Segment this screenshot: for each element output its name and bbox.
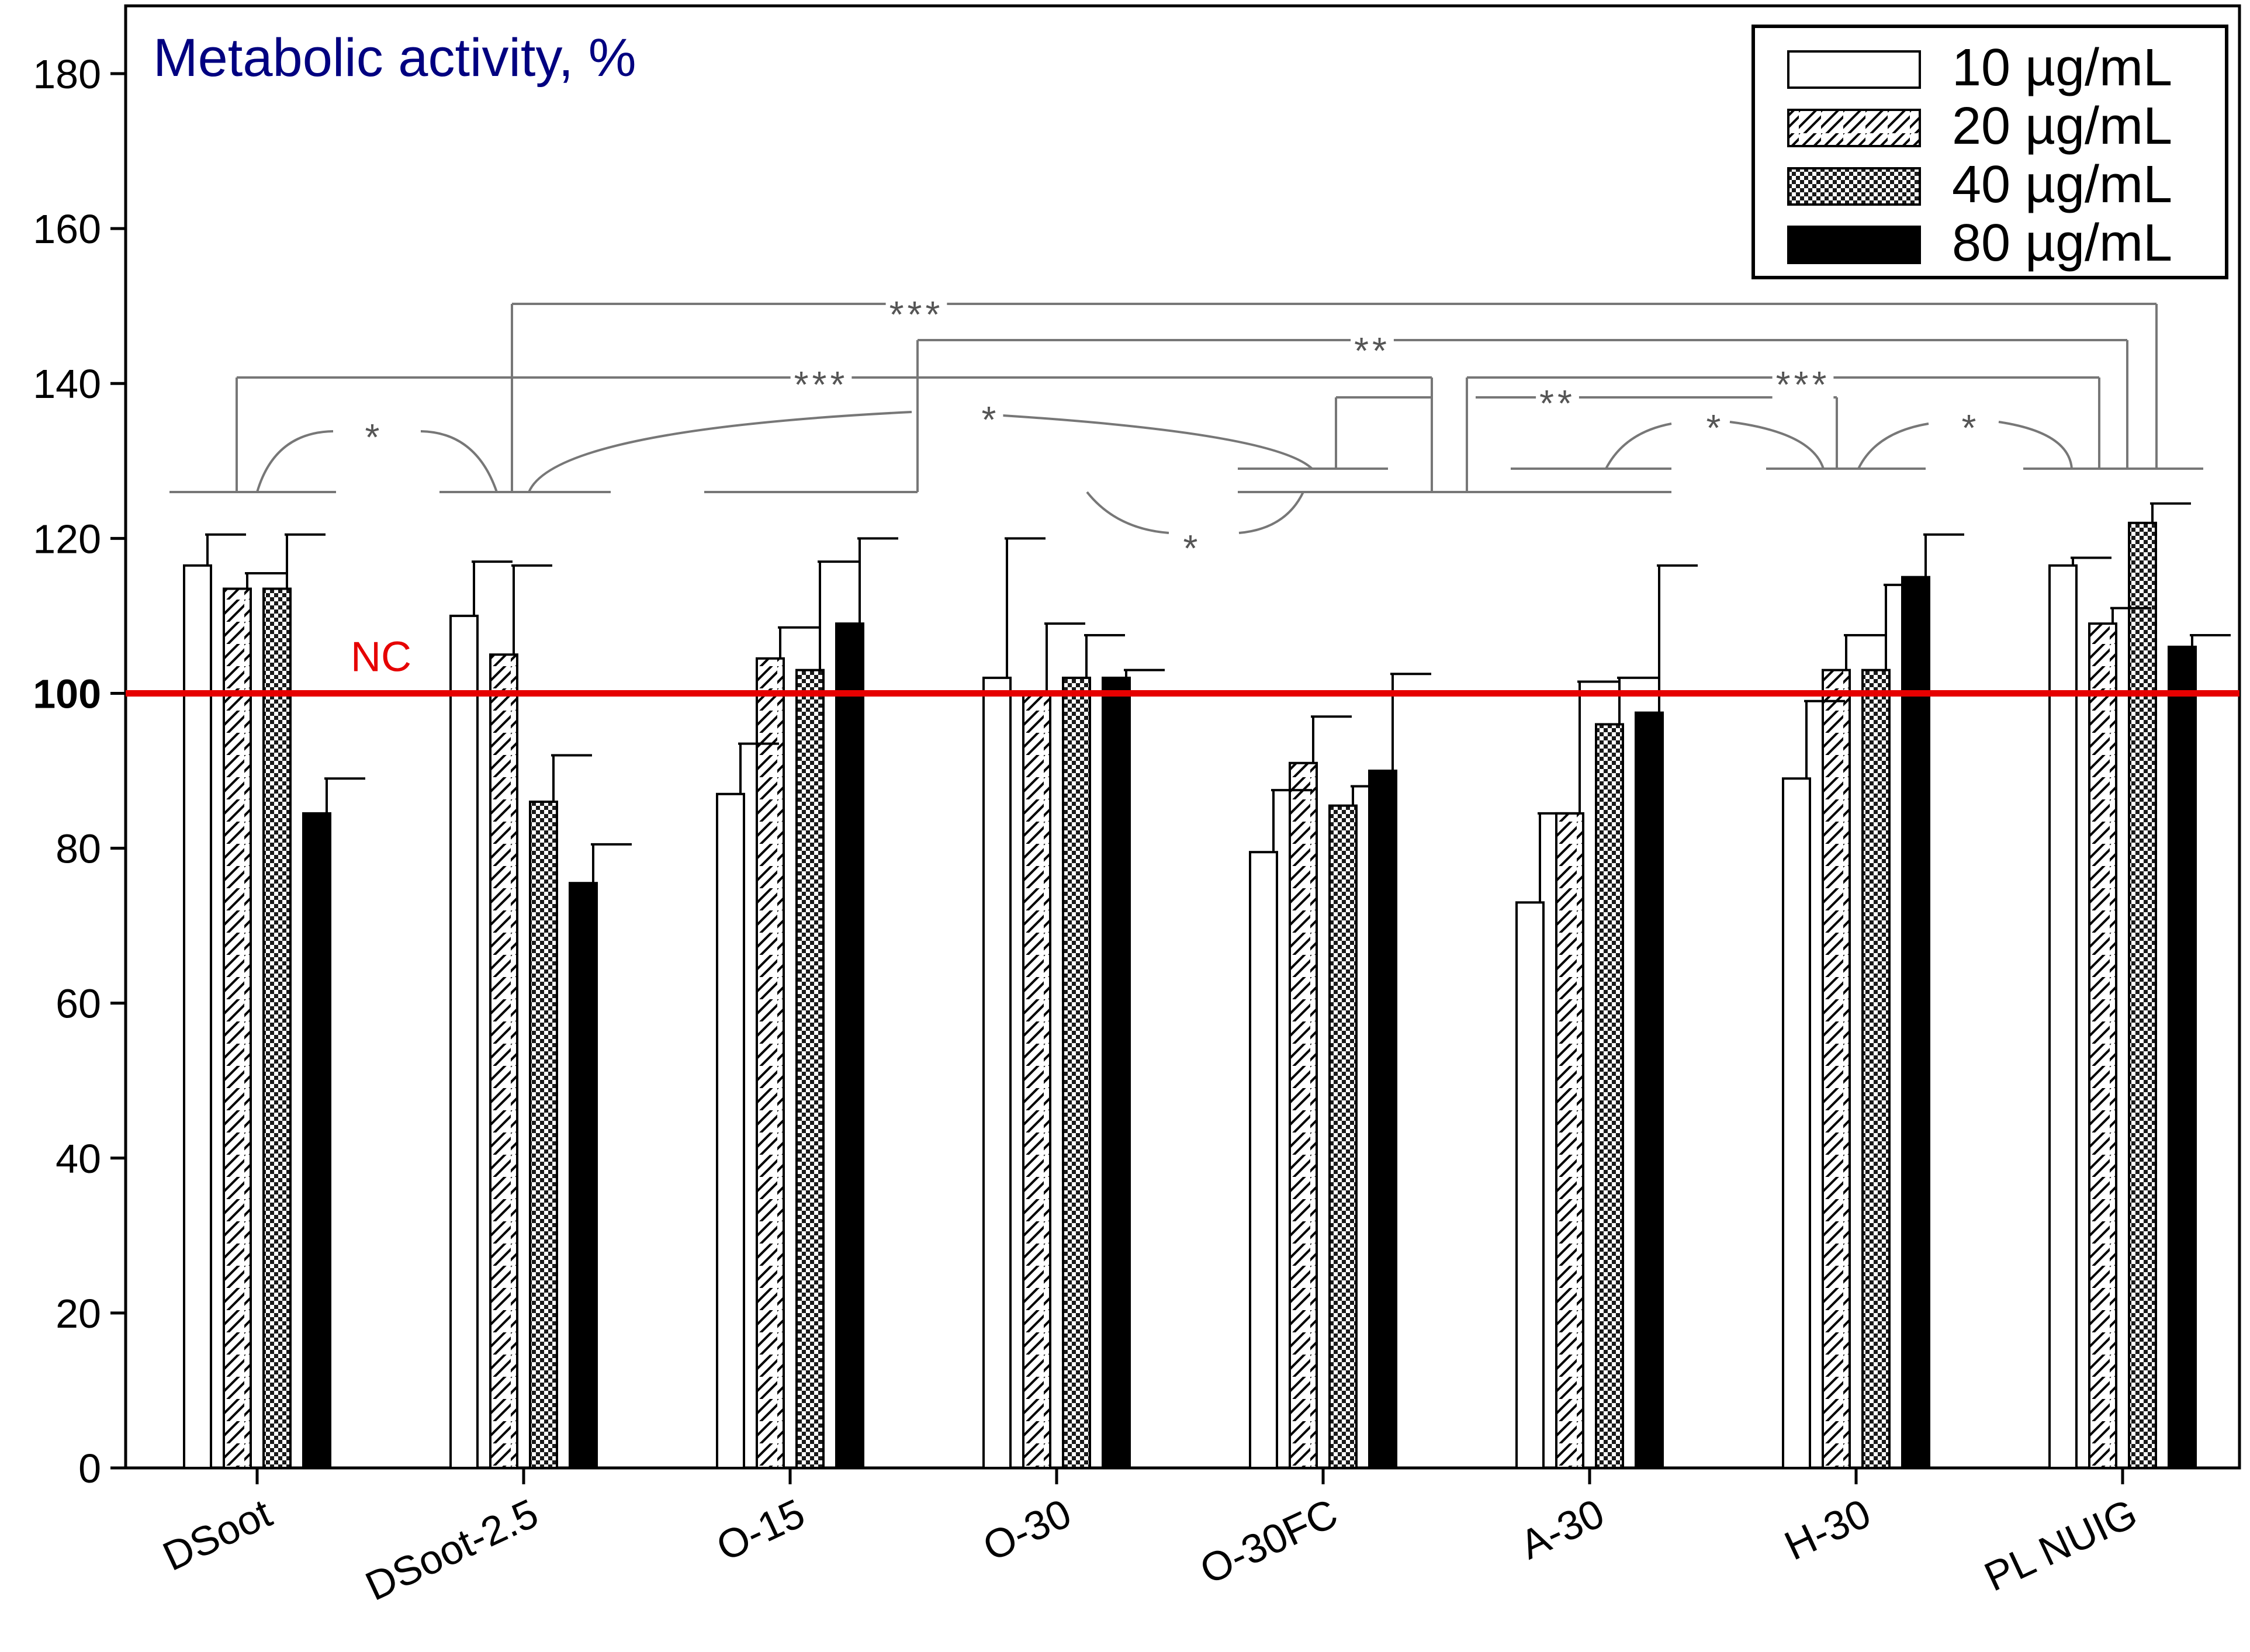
bar-open (449, 614, 479, 1469)
bar-checker (1328, 804, 1358, 1469)
legend-swatch-open (1787, 50, 1921, 89)
bar-checker (1595, 723, 1624, 1469)
bar-checker (1062, 676, 1091, 1469)
legend-label: 80 µg/mL (1952, 214, 2172, 272)
bar-checker (1861, 669, 1891, 1469)
bar-open (1782, 777, 1811, 1469)
significance-label-bg (978, 403, 1003, 438)
significance-arc (1605, 421, 1825, 469)
x-category-label: O-30 (976, 1490, 1078, 1570)
bar-open (982, 676, 1012, 1469)
x-category-label: PL NUIG (1978, 1490, 2144, 1600)
significance-label: * (1962, 407, 1980, 449)
significance-label-bg (885, 298, 947, 333)
chart-title: Metabolic activity, % (153, 28, 636, 88)
significance-label: *** (889, 293, 944, 335)
legend-swatch-solid (1787, 226, 1921, 264)
plot-frame (124, 4, 2241, 1470)
significance-arc (256, 430, 498, 493)
significance-label: * (1183, 527, 1202, 569)
y-tick-label: 160 (33, 206, 101, 252)
significance-arc (1086, 491, 1304, 534)
bar-checker (262, 587, 292, 1470)
bar-checker (529, 801, 558, 1469)
significance-label-bg (1351, 334, 1394, 369)
x-category-label: DSoot (156, 1490, 278, 1580)
bar-solid (1901, 576, 1930, 1469)
bar-open (183, 564, 212, 1469)
significance-label-bg (1179, 532, 1205, 567)
bar-solid (1635, 711, 1664, 1469)
bar-hatch (1289, 761, 1318, 1469)
significance-label-bg (1702, 411, 1728, 446)
bar-open (1249, 851, 1278, 1469)
bar-checker (2128, 521, 2157, 1469)
bar-solid (1368, 770, 1397, 1469)
legend-swatch-hatch (1787, 109, 1921, 147)
legend-label: 40 µg/mL (1952, 155, 2172, 214)
bar-solid (2168, 645, 2197, 1469)
y-tick-label: 100 (33, 671, 101, 716)
significance-arc (1857, 421, 2073, 469)
y-tick-label: 0 (78, 1446, 101, 1491)
bar-open (716, 792, 745, 1469)
nc-label: NC (351, 633, 411, 680)
bar-hatch (1022, 692, 1051, 1469)
x-category-label: DSoot-2.5 (359, 1490, 545, 1609)
significance-label: *** (794, 363, 849, 406)
y-tick-label: 40 (56, 1136, 101, 1182)
significance-label: ** (1354, 330, 1390, 372)
bar-hatch (489, 653, 518, 1469)
x-category-label: A-30 (1513, 1490, 1611, 1568)
bar-hatch (223, 587, 252, 1470)
bar-solid (569, 882, 598, 1469)
y-tick-label: 140 (33, 361, 101, 407)
significance-label-bg (1772, 368, 1834, 403)
legend-swatch-checker (1787, 167, 1921, 206)
significance-label: *** (1776, 363, 1830, 406)
bar-solid (835, 622, 864, 1469)
significance-label: * (365, 416, 383, 458)
bar-hatch (1555, 812, 1584, 1469)
significance-label: * (982, 399, 1000, 441)
significance-label-bg (361, 421, 387, 456)
significance-label: * (1706, 407, 1725, 449)
y-tick-label: 120 (33, 516, 101, 562)
y-tick-label: 80 (56, 826, 101, 872)
y-tick-label: 60 (56, 981, 101, 1027)
significance-label-bg (1536, 387, 1579, 422)
bar-hatch (756, 657, 785, 1469)
bar-hatch (2088, 622, 2117, 1469)
y-tick-label: 20 (56, 1291, 101, 1336)
legend-label: 10 µg/mL (1952, 39, 2172, 97)
bar-solid (1102, 676, 1131, 1469)
significance-arc (528, 411, 1313, 493)
bar-open (2048, 564, 2078, 1469)
x-category-label: O-15 (709, 1490, 811, 1570)
significance-label: ** (1539, 382, 1576, 424)
bar-hatch (1822, 669, 1851, 1469)
legend-label: 20 µg/mL (1952, 97, 2172, 155)
bar-solid (302, 812, 331, 1469)
x-category-label: O-30FC (1193, 1490, 1345, 1593)
bar-open (1515, 901, 1545, 1470)
significance-label-bg (790, 368, 852, 403)
y-tick-label: 180 (33, 51, 101, 97)
x-category-label: H-30 (1778, 1490, 1877, 1569)
significance-label-bg (1958, 411, 1984, 446)
bar-checker (795, 669, 825, 1469)
